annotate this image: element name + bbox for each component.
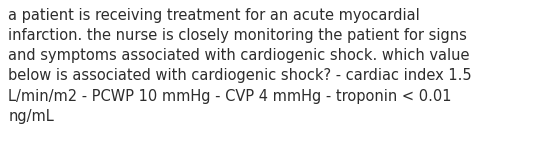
Text: a patient is receiving treatment for an acute myocardial
infarction. the nurse i: a patient is receiving treatment for an … <box>8 8 472 124</box>
